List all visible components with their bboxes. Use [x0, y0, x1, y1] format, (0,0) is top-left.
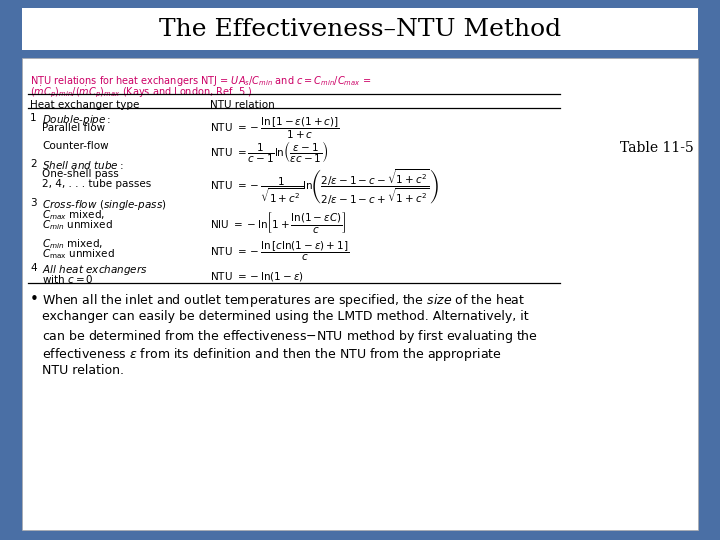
Text: Parallel flow: Parallel flow: [42, 123, 105, 133]
Text: NTU relation: NTU relation: [210, 100, 275, 110]
Text: $\it{All\ heat\ exchangers}$: $\it{All\ heat\ exchangers}$: [42, 263, 148, 277]
Text: $\it{Shell\ and\ tube:}$: $\it{Shell\ and\ tube:}$: [42, 159, 124, 171]
FancyBboxPatch shape: [22, 8, 698, 50]
Text: NIU $= -\ln\!\left[1+\dfrac{\ln(1-\varepsilon C)}{c}\right]$: NIU $= -\ln\!\left[1+\dfrac{\ln(1-\varep…: [210, 210, 346, 235]
Text: •: •: [30, 292, 39, 307]
Text: NTU relations for heat exchangers NTJ = $UA_s/C_{min}$ and $c = C_{min}/C_{max}$: NTU relations for heat exchangers NTJ = …: [30, 74, 372, 88]
Text: NTU $= -\dfrac{\ln\left[1-\varepsilon(1+c)\right]}{1+c}$: NTU $= -\dfrac{\ln\left[1-\varepsilon(1+…: [210, 116, 340, 141]
Text: Table 11-5: Table 11-5: [620, 141, 694, 155]
Text: NTU $= -\dfrac{1}{\sqrt{1+c^2}}\ln\!\left(\dfrac{2/\varepsilon-1-c-\sqrt{1+c^2}}: NTU $= -\dfrac{1}{\sqrt{1+c^2}}\ln\!\lef…: [210, 167, 438, 206]
Text: 2: 2: [30, 159, 37, 169]
Text: effectiveness $\varepsilon$ from its definition and then the NTU from the approp: effectiveness $\varepsilon$ from its def…: [42, 346, 502, 363]
Text: NTU $= \dfrac{1}{c-1}\ln\!\left(\dfrac{\varepsilon-1}{\varepsilon c-1}\right)$: NTU $= \dfrac{1}{c-1}\ln\!\left(\dfrac{\…: [210, 139, 328, 165]
Text: $(\dot{m}C_p)_{min}/(\dot{m}C_p)_{max}$ (Kays and London, Ref. 5.): $(\dot{m}C_p)_{min}/(\dot{m}C_p)_{max}$ …: [30, 84, 252, 99]
Text: NTU $= -\dfrac{\ln\left[c\ln(1-\varepsilon)+1\right]}{c}$: NTU $= -\dfrac{\ln\left[c\ln(1-\varepsil…: [210, 240, 349, 264]
Text: $\it{Cross}$-$\it{flow\ (single}$-$\it{pass)}$: $\it{Cross}$-$\it{flow\ (single}$-$\it{p…: [42, 198, 166, 212]
Text: $C_{\max}$ unmixed: $C_{\max}$ unmixed: [42, 247, 115, 261]
Text: $C_{max}$ mixed,: $C_{max}$ mixed,: [42, 208, 105, 222]
Text: NTU $= -\ln(1-\varepsilon)$: NTU $= -\ln(1-\varepsilon)$: [210, 270, 304, 283]
Text: Heat exchanger type: Heat exchanger type: [30, 100, 140, 110]
Text: NTU relation.: NTU relation.: [42, 364, 124, 377]
Text: 1: 1: [30, 113, 37, 123]
Text: with $c = 0$: with $c = 0$: [42, 273, 94, 285]
Text: $\it{Double}$-$\it{pipe:}$: $\it{Double}$-$\it{pipe:}$: [42, 113, 112, 127]
Text: The Effectiveness–NTU Method: The Effectiveness–NTU Method: [159, 17, 561, 40]
FancyBboxPatch shape: [22, 58, 698, 530]
Text: 4: 4: [30, 263, 37, 273]
Text: One-shell pass: One-shell pass: [42, 169, 119, 179]
Text: When all the inlet and outlet temperatures are specified, the $\it{size}$ of the: When all the inlet and outlet temperatur…: [42, 292, 525, 309]
Text: exchanger can easily be determined using the LMTD method. Alternatively, it: exchanger can easily be determined using…: [42, 310, 528, 323]
Text: can be determined from the effectiveness$-$NTU method by first evaluating the: can be determined from the effectiveness…: [42, 328, 538, 345]
Text: 2, 4, . . . tube passes: 2, 4, . . . tube passes: [42, 179, 151, 189]
Text: $C_{min}$ unmixed: $C_{min}$ unmixed: [42, 218, 113, 232]
Text: $C_{min}$ mixed,: $C_{min}$ mixed,: [42, 237, 103, 251]
Text: 3: 3: [30, 198, 37, 208]
Text: Counter-flow: Counter-flow: [42, 141, 109, 151]
